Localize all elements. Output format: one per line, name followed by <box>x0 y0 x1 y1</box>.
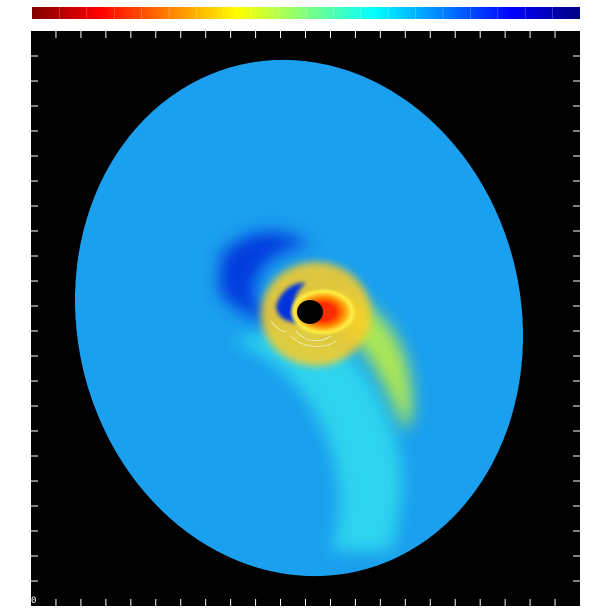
colorbar-ticks <box>59 7 553 19</box>
spiral-arm-bright <box>231 323 402 551</box>
colorbar <box>32 7 580 19</box>
disk <box>74 59 524 577</box>
colorbar-gradient <box>32 7 580 19</box>
spiral-arm-warm <box>301 291 413 431</box>
disk-plot <box>31 31 580 606</box>
frame-ticks <box>31 31 580 606</box>
spiral-arm-dark <box>219 232 311 322</box>
central-core <box>297 300 323 324</box>
inner-crescent <box>276 282 306 323</box>
origin-label: 0 <box>31 596 37 606</box>
inner-arcs <box>270 320 337 347</box>
